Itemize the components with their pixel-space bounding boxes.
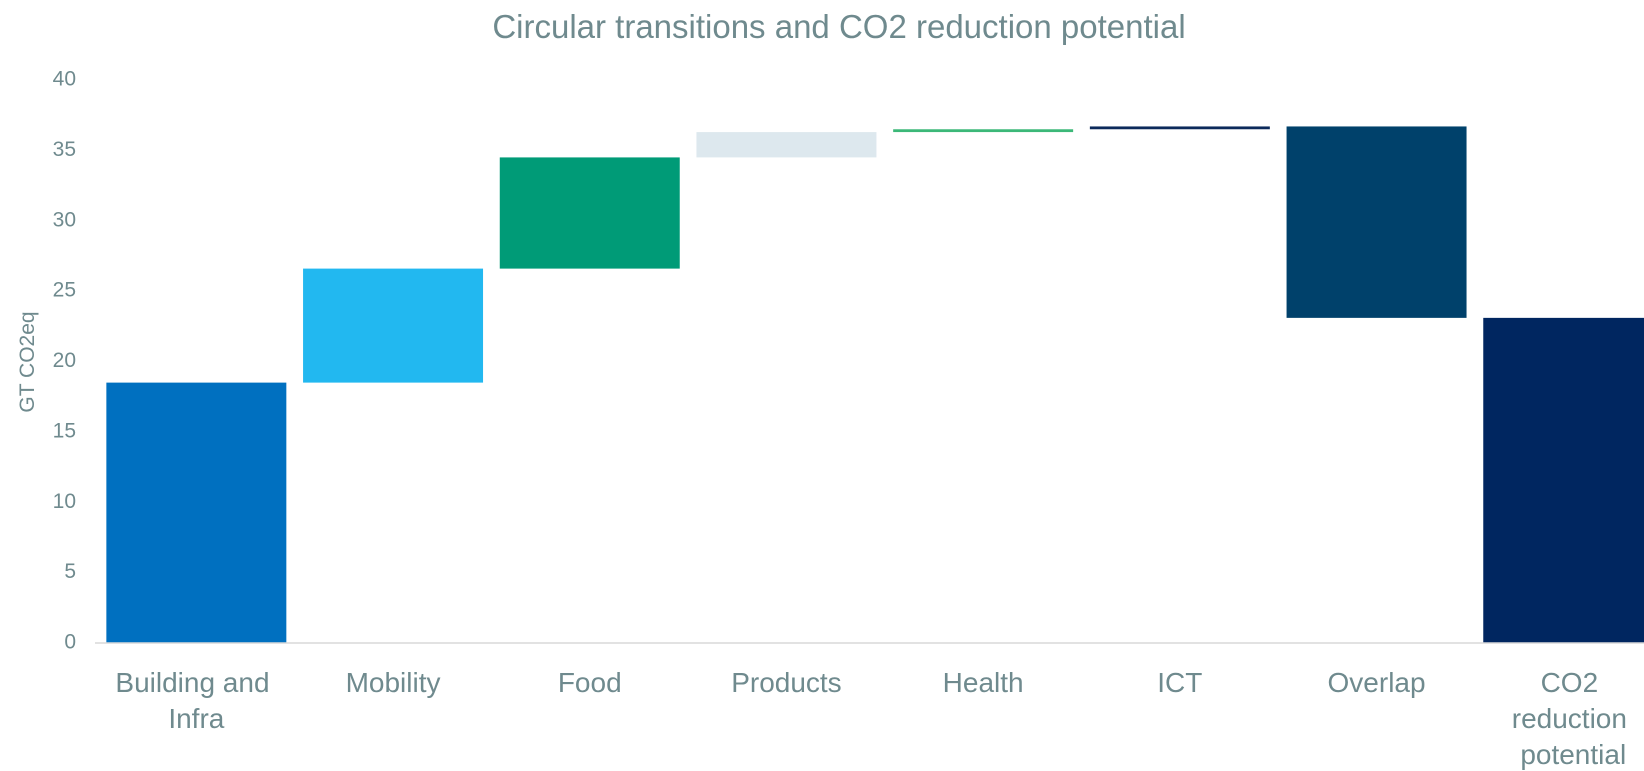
x-tick-label: Products bbox=[731, 667, 842, 698]
y-axis-label: GT CO2eq bbox=[16, 311, 39, 412]
y-tick-label: 25 bbox=[53, 279, 76, 302]
bar bbox=[1089, 126, 1270, 130]
x-tick-label: Building and Infra bbox=[115, 667, 277, 734]
chart-title: Circular transitions and CO2 reduction p… bbox=[492, 8, 1185, 45]
y-tick-label: 0 bbox=[64, 631, 76, 654]
x-tick-label: ICT bbox=[1157, 667, 1202, 698]
x-tick-label: Food bbox=[558, 667, 622, 698]
bar bbox=[106, 382, 287, 643]
bar bbox=[1483, 317, 1644, 643]
bar bbox=[696, 132, 877, 158]
x-tick-label: Health bbox=[943, 667, 1024, 698]
x-tick-label: CO2 reduction potential bbox=[1512, 667, 1635, 770]
x-tick-label: Mobility bbox=[346, 667, 441, 698]
x-tick-label: Overlap bbox=[1328, 667, 1426, 698]
y-tick-label: 30 bbox=[53, 208, 76, 231]
y-tick-label: 40 bbox=[53, 68, 76, 91]
y-tick-label: 20 bbox=[53, 349, 76, 372]
y-tick-label: 10 bbox=[53, 490, 76, 513]
y-tick-label: 15 bbox=[53, 419, 76, 442]
bar bbox=[893, 129, 1074, 133]
bar bbox=[1286, 126, 1467, 318]
y-tick-label: 35 bbox=[53, 138, 76, 161]
y-tick-label: 5 bbox=[64, 560, 76, 583]
bar bbox=[303, 268, 484, 383]
bar bbox=[499, 157, 680, 269]
